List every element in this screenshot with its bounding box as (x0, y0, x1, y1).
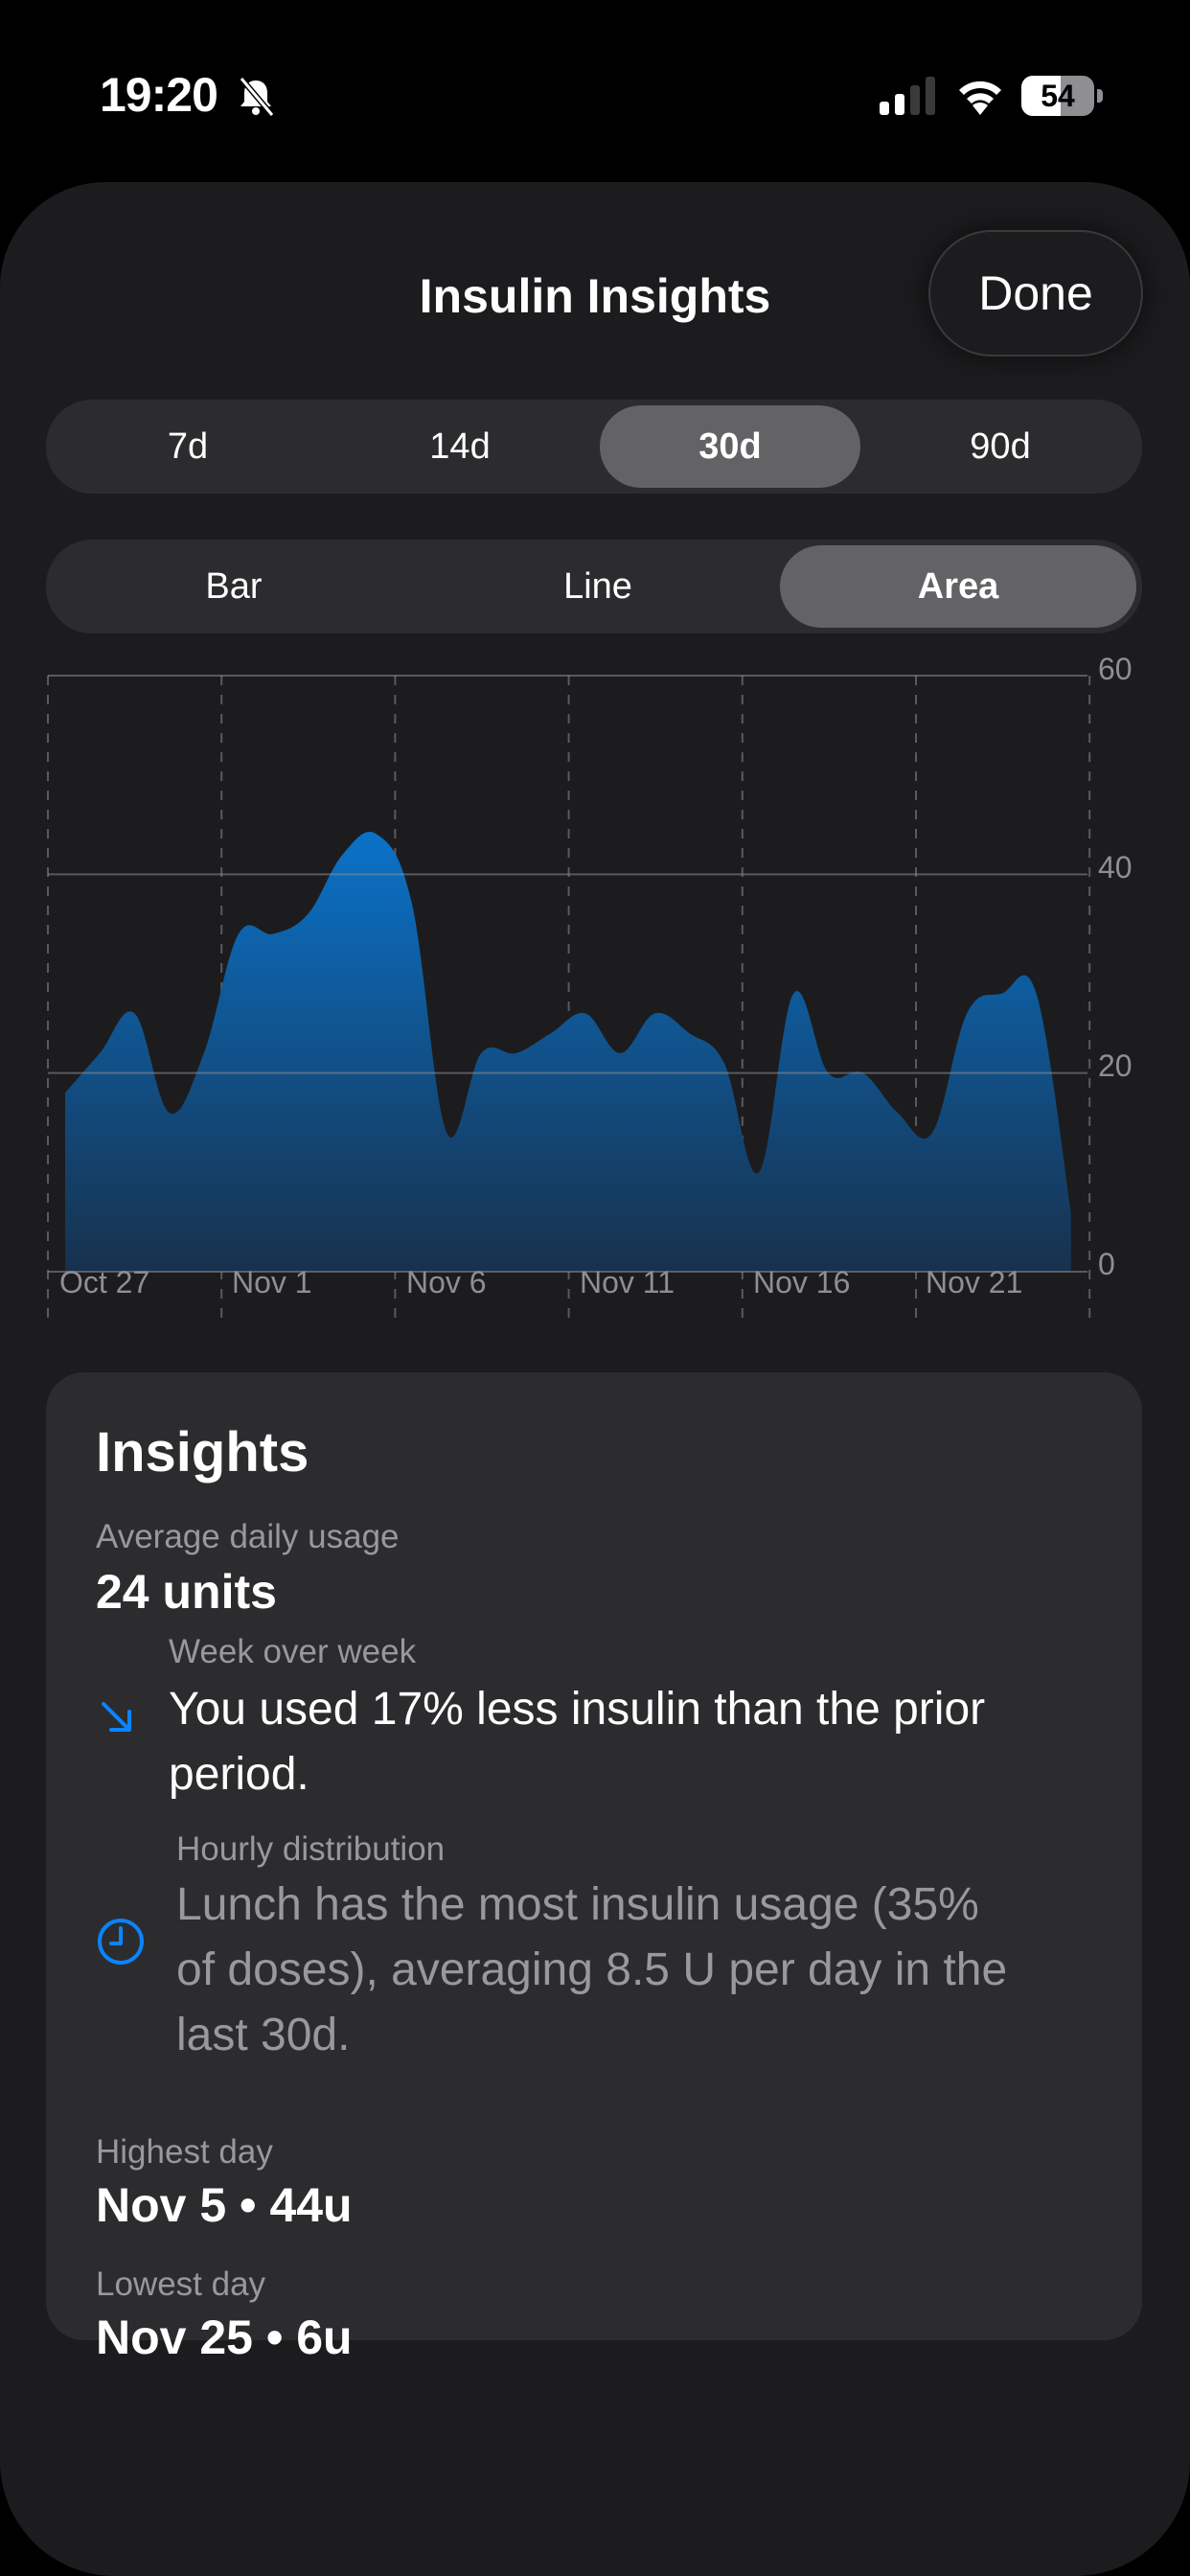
status-time: 19:20 (100, 68, 218, 122)
hourly-distribution-label: Hourly distribution (176, 1830, 446, 1868)
chart-plot (47, 675, 1091, 1320)
y-tick-label: 60 (1098, 652, 1133, 686)
x-tick-label: Nov 1 (232, 1265, 312, 1300)
bell-slash-icon (239, 77, 275, 117)
lowest-day-label: Lowest day (96, 2266, 266, 2303)
status-bar: 19:20 54 (0, 0, 1190, 182)
x-tick-label: Nov 16 (753, 1265, 851, 1300)
y-tick-label: 0 (1098, 1247, 1115, 1281)
week-over-week-text: You used 17% less insulin than the prior… (169, 1684, 986, 1800)
x-tick-label: Nov 21 (926, 1265, 1023, 1300)
chart-type-bar[interactable]: Bar (205, 565, 263, 607)
lowest-day-value: Nov 25 • 6u (96, 2311, 353, 2364)
range-option-7d[interactable]: 7d (167, 426, 209, 467)
week-over-week-label: Week over week (169, 1633, 417, 1670)
arrow-down-right-icon (102, 1702, 131, 1732)
highest-day-value: Nov 5 • 44u (96, 2178, 353, 2232)
x-tick-label: Nov 6 (406, 1265, 487, 1300)
battery-indicator: 54 (1021, 76, 1104, 116)
chart-type-line[interactable]: Line (563, 565, 632, 607)
cellular-signal-icon (880, 77, 935, 115)
range-option-14d[interactable]: 14d (429, 426, 491, 467)
chart-type-area[interactable]: Area (780, 545, 1136, 628)
average-daily-usage-value: 24 units (96, 1565, 277, 1619)
battery-percent: 54 (1041, 79, 1075, 113)
insights-card: Insights Average daily usage 24 units We… (46, 1372, 1142, 2364)
average-daily-usage-label: Average daily usage (96, 1518, 400, 1555)
hourly-distribution-text: Lunch has the most insulin usage (35% of… (176, 1879, 1008, 2060)
insulin-usage-area-chart: 60 40 20 0 Oct 27 Nov 1 Nov 6 Nov 11 Nov… (0, 652, 1190, 1514)
range-option-90d[interactable]: 90d (970, 426, 1031, 467)
y-tick-label: 40 (1098, 850, 1133, 885)
range-selector: 7d 14d 30d 90d (46, 400, 1142, 494)
highest-day-label: Highest day (96, 2133, 273, 2171)
wifi-icon (959, 80, 1001, 115)
area-series (65, 831, 1071, 1272)
x-tick-label: Oct 27 (59, 1265, 150, 1300)
range-option-30d[interactable]: 30d (600, 405, 860, 488)
insulin-insights-sheet: Insulin Insights Done 7d 14d 30d 90d Bar… (0, 182, 1190, 2576)
page-title: Insulin Insights (419, 269, 771, 323)
clock-icon (98, 1919, 144, 1965)
y-tick-label: 20 (1098, 1048, 1133, 1083)
done-button[interactable]: Done (928, 230, 1143, 356)
x-tick-label: Nov 11 (580, 1265, 675, 1300)
chart-type-selector: Bar Line Area (46, 540, 1142, 633)
insights-title: Insights (96, 1421, 309, 1484)
